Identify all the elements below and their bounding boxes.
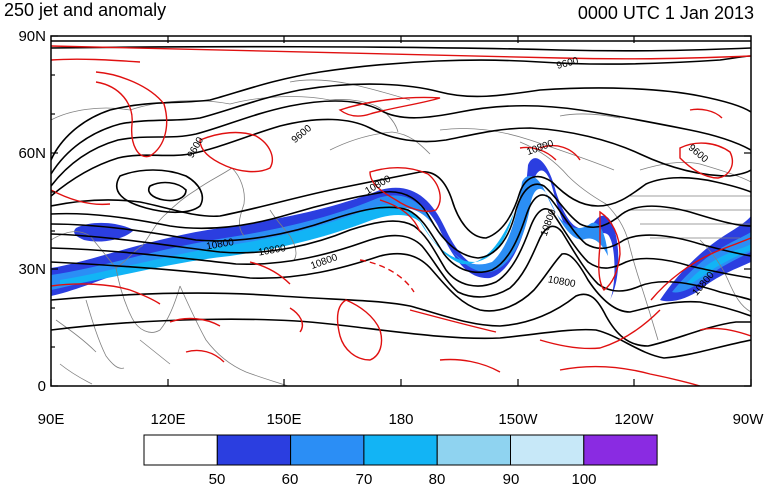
colorbar-label: 50 <box>209 471 226 488</box>
lon-tick-label: 180 <box>388 411 413 428</box>
colorbar-box <box>143 434 218 466</box>
map-plot-area: 9600 9600 9600 9600 10800 10800 10800 10… <box>51 36 751 386</box>
lon-axis <box>50 36 752 386</box>
anomaly-contours <box>51 45 751 386</box>
valid-time: 0000 UTC 1 Jan 2013 <box>577 3 754 23</box>
height-contours <box>51 40 751 359</box>
lon-tick-label: 90E <box>38 411 65 428</box>
colorbar-label: 80 <box>429 471 446 488</box>
jet-shading <box>51 158 751 302</box>
colorbar-box <box>216 434 292 466</box>
colorbar-label: 100 <box>571 471 596 488</box>
jet-band-70 <box>60 204 514 286</box>
map-title: 250 jet and anomaly <box>4 0 167 20</box>
colorbar-label: 70 <box>356 471 373 488</box>
lon-tick-label: 120W <box>614 411 654 428</box>
colorbar-label: 60 <box>282 471 299 488</box>
contour-label: 10800 <box>205 237 235 253</box>
lon-tick-label: 120E <box>150 411 185 428</box>
lon-tick-label: 150E <box>266 411 301 428</box>
jet-band-east-70 <box>686 244 751 285</box>
colorbar-box <box>363 434 438 466</box>
colorbar-label: 90 <box>503 471 520 488</box>
colorbar-box <box>290 434 365 466</box>
colorbar-box <box>436 434 512 466</box>
colorbar-box <box>583 434 658 466</box>
lat-tick-label: 30N <box>18 261 46 278</box>
lat-tick-label: 0 <box>38 378 46 395</box>
contour-label: 10800 <box>257 243 287 259</box>
lat-tick-label: 60N <box>18 145 46 162</box>
lon-tick-label: 90W <box>733 411 765 428</box>
lat-tick-label: 90N <box>18 28 46 45</box>
colorbar: 50 60 70 80 90 100 <box>143 434 658 488</box>
contour-label: 10800 <box>547 274 577 290</box>
colorbar-box <box>510 434 585 466</box>
lon-tick-label: 150W <box>498 411 538 428</box>
lat-axis <box>51 35 751 387</box>
